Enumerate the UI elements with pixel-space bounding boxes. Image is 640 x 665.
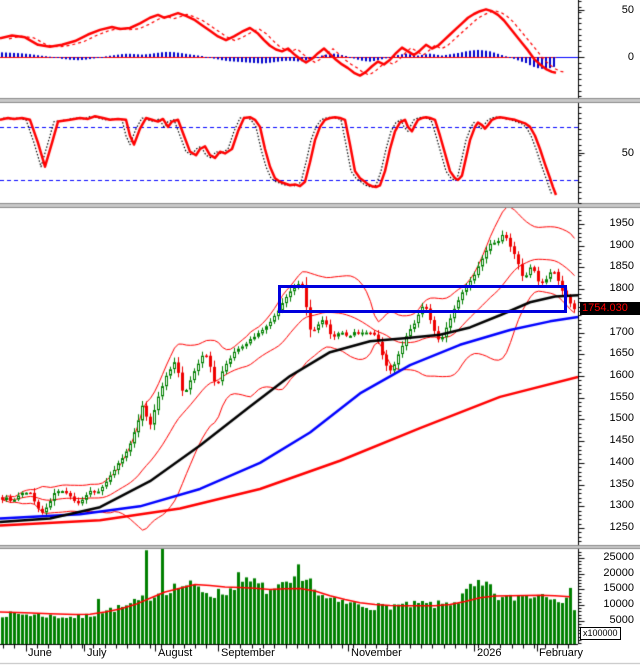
month-label: September — [221, 647, 275, 659]
price-rectangle-annotation[interactable] — [278, 285, 567, 313]
month-label: February — [539, 647, 584, 659]
price-tick-label: 1850 — [609, 260, 634, 273]
month-label: June — [28, 647, 52, 659]
price-tick-label: 1500 — [609, 412, 634, 425]
volume-tick-label: 5000 — [609, 613, 634, 626]
price-panel[interactable] — [0, 208, 578, 545]
price-tick-label: 1250 — [609, 521, 634, 534]
price-tick-label: 1300 — [609, 499, 634, 512]
price-tick-label: 1650 — [609, 347, 634, 360]
stochastic-panel[interactable] — [0, 103, 578, 203]
volume-multiplier-label: x100000 — [580, 627, 621, 640]
price-tick-label: 1550 — [609, 390, 634, 403]
month-label: November — [351, 647, 402, 659]
price-tick-label: 1900 — [609, 238, 634, 251]
indicator-tick-label: 50 — [621, 147, 634, 160]
volume-tick-label: 10000 — [603, 598, 634, 611]
price-tick-label: 1350 — [609, 477, 634, 490]
last-price-tag: 1754.030 — [580, 302, 640, 316]
stochastic-axis[interactable]: 50 — [578, 103, 640, 203]
indicator-tick-label: 0 — [627, 50, 634, 63]
macd-axis[interactable]: 50 0 — [578, 0, 640, 98]
indicator-tick-label: 50 — [621, 4, 634, 17]
price-tick-label: 1600 — [609, 369, 634, 382]
month-label: July — [87, 647, 107, 659]
month-label: 2026 — [477, 647, 502, 659]
month-label: August — [158, 647, 193, 659]
price-axis[interactable]: 1950 1900 1850 1800 1700 1650 1600 1550 1500 1450… — [578, 208, 640, 545]
price-tick-label: 1950 — [609, 217, 634, 230]
price-tick-label: 1450 — [609, 434, 634, 447]
macd-panel[interactable] — [0, 0, 578, 98]
volume-tick-label: 15000 — [603, 582, 634, 595]
volume-panel[interactable] — [0, 549, 578, 644]
date-axis[interactable]: June July August September November 2026 Febru… — [0, 644, 583, 665]
price-tick-label: 1400 — [609, 455, 634, 468]
volume-tick-label: 25000 — [603, 551, 634, 564]
price-tick-label: 1800 — [609, 282, 634, 295]
price-tick-label: 1700 — [609, 325, 634, 338]
volume-axis[interactable]: 25000 20000 15000 10000 5000 — [578, 549, 640, 644]
volume-tick-label: 20000 — [603, 566, 634, 579]
